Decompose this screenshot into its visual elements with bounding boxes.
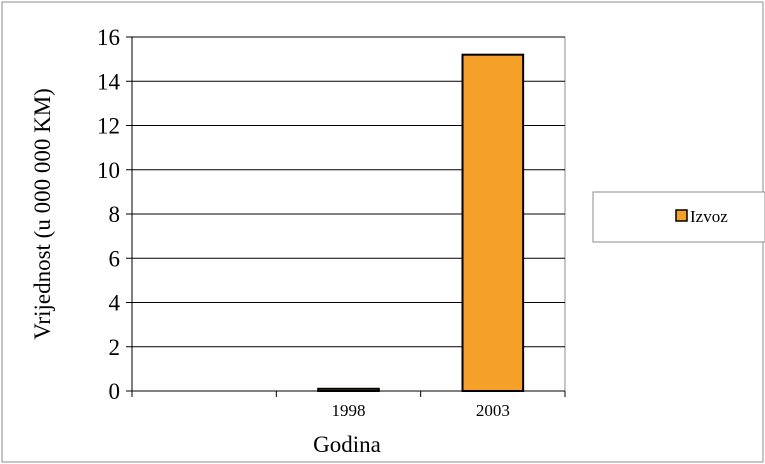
x-tick-label: 2003 — [476, 401, 510, 420]
y-tick-label: 14 — [97, 69, 121, 94]
bar-2003 — [461, 53, 525, 392]
y-tick-label: 0 — [109, 379, 121, 404]
y-tick-labels: 0 2 4 6 8 10 12 14 16 — [97, 25, 132, 404]
y-tick-label: 6 — [109, 246, 121, 271]
y-tick-label: 12 — [97, 114, 120, 139]
y-tick-label: 2 — [109, 335, 121, 360]
x-axis-title: Godina — [313, 432, 381, 457]
y-tick-label: 10 — [97, 158, 120, 183]
y-tick-label: 8 — [109, 202, 121, 227]
legend-swatch — [675, 209, 688, 222]
legend: Izvoz — [592, 191, 765, 243]
x-tick-labels: 1998 2003 — [131, 391, 566, 420]
y-axis-title: Vrijednost (u 000 000 KM) — [30, 88, 55, 340]
x-tick-label: 1998 — [332, 401, 366, 420]
y-tick-label: 16 — [97, 25, 120, 50]
y-tick-label: 4 — [109, 291, 121, 316]
legend-label: Izvoz — [690, 207, 728, 226]
bars — [317, 53, 525, 393]
